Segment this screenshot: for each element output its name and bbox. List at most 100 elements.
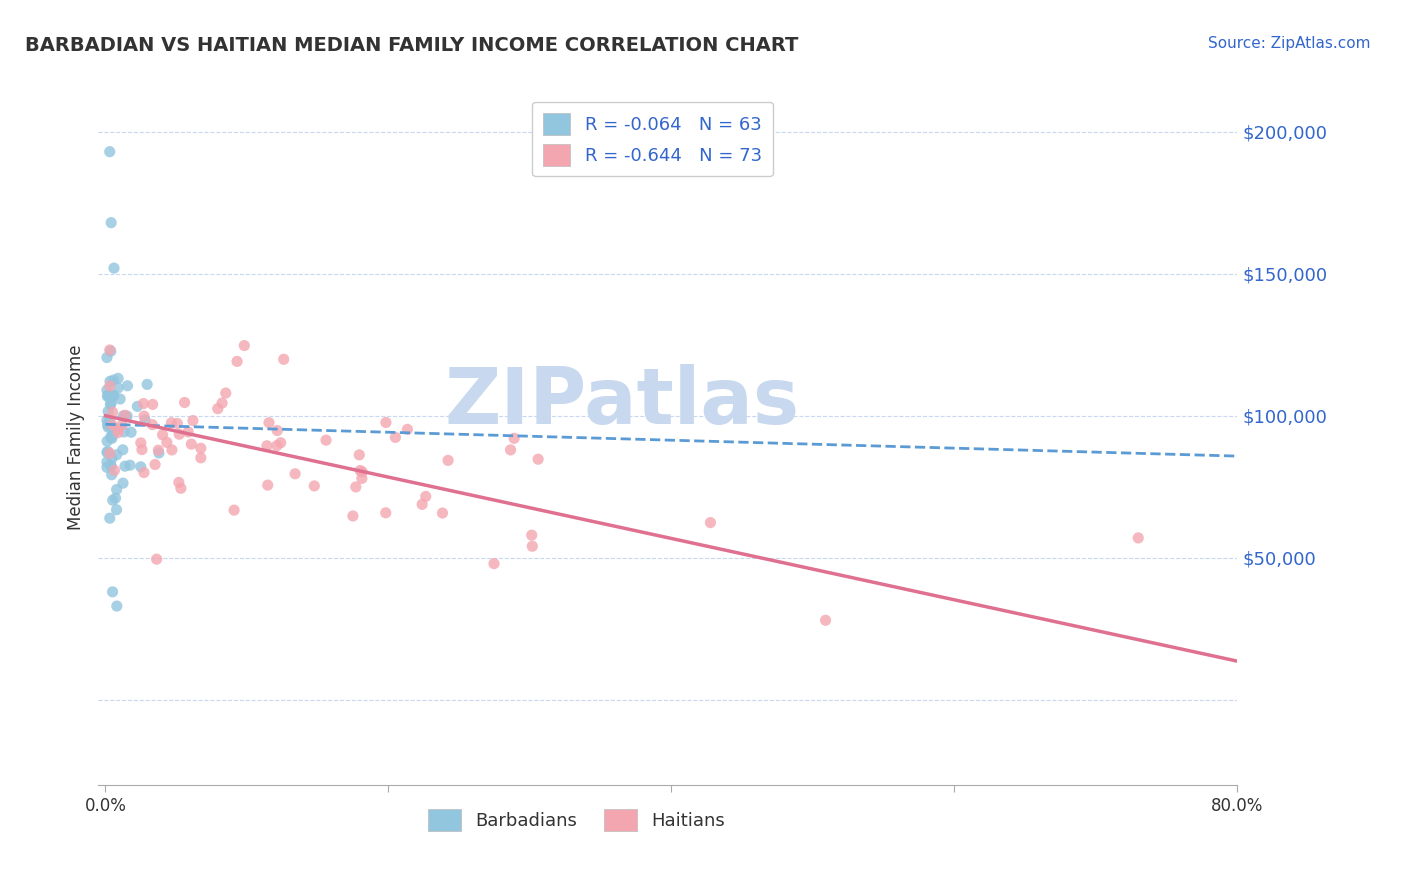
- Point: [814, 613, 837, 627]
- Point: [315, 433, 337, 447]
- Point: [96, 434, 118, 449]
- Point: [134, 413, 156, 427]
- Point: [152, 427, 174, 442]
- Point: [273, 352, 295, 367]
- Point: [170, 481, 193, 495]
- Point: [167, 475, 190, 490]
- Point: [143, 458, 166, 472]
- Point: [148, 446, 170, 460]
- Point: [136, 377, 159, 392]
- Point: [112, 409, 135, 423]
- Point: [342, 508, 364, 523]
- Point: [499, 442, 522, 457]
- Text: BARBADIAN VS HAITIAN MEDIAN FAMILY INCOME CORRELATION CHART: BARBADIAN VS HAITIAN MEDIAN FAMILY INCOM…: [25, 36, 799, 54]
- Point: [344, 480, 367, 494]
- Point: [233, 338, 256, 352]
- Point: [190, 450, 212, 465]
- Point: [349, 448, 371, 462]
- Point: [103, 388, 125, 402]
- Point: [384, 430, 406, 444]
- Point: [100, 430, 122, 444]
- Point: [127, 400, 149, 414]
- Point: [432, 506, 454, 520]
- Point: [257, 416, 280, 430]
- Point: [266, 439, 288, 453]
- Point: [349, 463, 371, 477]
- Point: [181, 414, 204, 428]
- Point: [97, 404, 120, 418]
- Point: [97, 420, 120, 434]
- Point: [132, 466, 155, 480]
- Point: [105, 599, 128, 613]
- Point: [112, 425, 135, 439]
- Point: [101, 405, 124, 419]
- Point: [350, 471, 373, 485]
- Point: [98, 145, 121, 159]
- Point: [131, 442, 153, 457]
- Point: [100, 458, 122, 473]
- Point: [100, 458, 122, 473]
- Point: [304, 479, 326, 493]
- Point: [101, 428, 124, 442]
- Point: [96, 460, 118, 475]
- Point: [101, 431, 124, 445]
- Point: [103, 426, 125, 441]
- Point: [105, 483, 128, 497]
- Point: [207, 401, 229, 416]
- Point: [437, 453, 460, 467]
- Point: [142, 397, 165, 411]
- Point: [103, 422, 125, 436]
- Point: [96, 351, 118, 365]
- Point: [98, 374, 121, 388]
- Point: [190, 442, 212, 456]
- Point: [111, 476, 134, 491]
- Point: [98, 511, 121, 525]
- Point: [226, 354, 249, 368]
- Point: [374, 416, 396, 430]
- Point: [105, 448, 128, 462]
- Point: [98, 446, 121, 460]
- Point: [108, 392, 131, 406]
- Point: [411, 497, 433, 511]
- Point: [1128, 531, 1150, 545]
- Point: [160, 442, 183, 457]
- Point: [111, 418, 134, 433]
- Point: [522, 539, 544, 553]
- Point: [107, 371, 129, 385]
- Point: [266, 424, 288, 438]
- Point: [96, 417, 118, 432]
- Point: [256, 439, 278, 453]
- Point: [284, 467, 307, 481]
- Point: [132, 409, 155, 423]
- Point: [145, 552, 167, 566]
- Point: [256, 478, 278, 492]
- Point: [100, 467, 122, 482]
- Point: [352, 465, 374, 479]
- Point: [482, 557, 505, 571]
- Point: [103, 423, 125, 437]
- Point: [166, 417, 188, 431]
- Point: [103, 389, 125, 403]
- Point: [160, 416, 183, 430]
- Text: ZIPatlas: ZIPatlas: [444, 364, 800, 441]
- Point: [396, 422, 419, 436]
- Point: [96, 445, 118, 459]
- Point: [98, 414, 121, 428]
- Point: [222, 503, 245, 517]
- Point: [98, 343, 121, 357]
- Point: [270, 435, 292, 450]
- Point: [114, 409, 136, 423]
- Point: [520, 528, 543, 542]
- Point: [96, 383, 118, 397]
- Text: Source: ZipAtlas.com: Source: ZipAtlas.com: [1208, 36, 1371, 51]
- Point: [100, 344, 122, 359]
- Point: [215, 386, 238, 401]
- Point: [503, 431, 526, 445]
- Point: [101, 451, 124, 466]
- Point: [141, 417, 163, 432]
- Point: [527, 452, 550, 467]
- Point: [100, 396, 122, 410]
- Point: [117, 378, 139, 392]
- Legend: Barbadians, Haitians: Barbadians, Haitians: [422, 802, 733, 838]
- Point: [374, 506, 396, 520]
